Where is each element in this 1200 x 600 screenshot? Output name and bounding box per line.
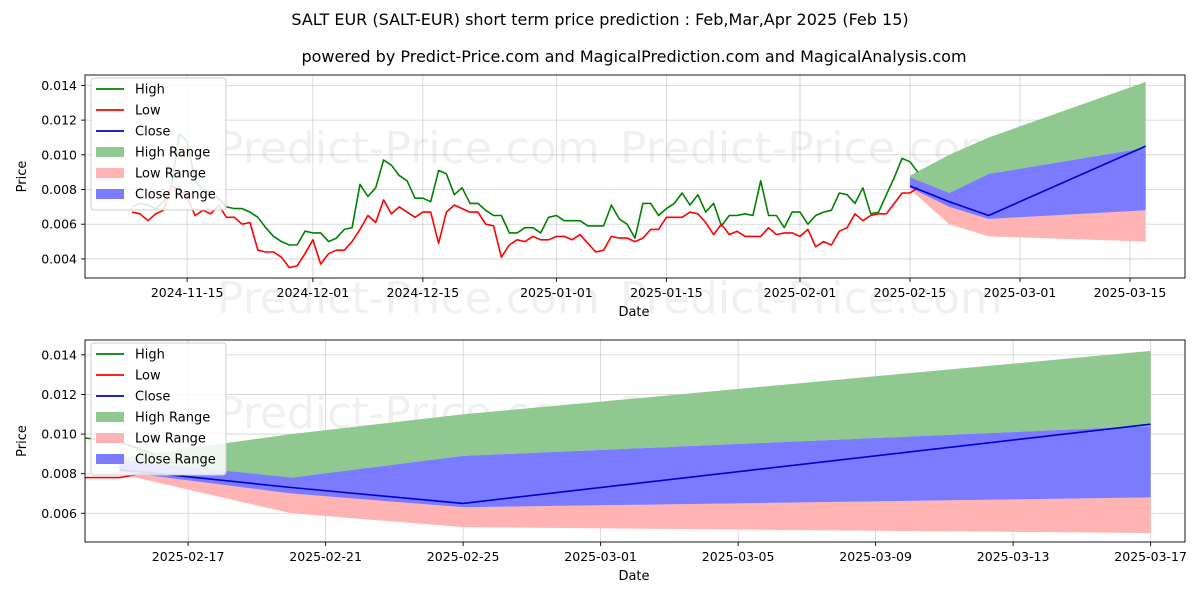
legend-label: High — [135, 348, 165, 363]
legend: High Low Close High Range Low Range Close Ran… — [90, 77, 227, 211]
high-range-band — [910, 81, 1146, 193]
x-tick-label: 2025-02-15 — [874, 285, 947, 300]
y-tick-label: 0.008 — [41, 466, 77, 481]
watermark-text: Predict-Price.com — [217, 273, 600, 324]
legend: High Low Close High Range Low Range Close Ran… — [90, 342, 227, 476]
x-axis-label: Date — [618, 569, 649, 584]
y-tick-label: 0.010 — [41, 147, 77, 162]
x-tick-label: 2024-12-15 — [387, 285, 460, 300]
y-axis-label: Price — [15, 425, 30, 457]
legend-high-range-swatch — [96, 147, 124, 157]
axes-frame — [84, 339, 1186, 543]
low-series-line — [131, 185, 919, 269]
x-tick-label: 2025-03-05 — [702, 549, 775, 564]
legend-label: Low Range — [135, 432, 206, 447]
chart-subtitle: powered by Predict-Price.com and Magical… — [301, 47, 966, 66]
x-tick-label: 2025-03-09 — [839, 549, 912, 564]
legend-box — [90, 77, 227, 211]
x-tick-label: 2025-02-21 — [289, 549, 362, 564]
close-range-band — [119, 426, 1151, 508]
y-tick-label: 0.014 — [41, 78, 77, 93]
close-forecast-line — [909, 145, 1147, 217]
y-tick-label: 0.010 — [41, 427, 77, 442]
legend-label: Close — [135, 125, 170, 140]
legend-low-range-swatch — [96, 168, 124, 178]
legend-label: Low — [135, 369, 161, 384]
plot-area — [131, 81, 1147, 269]
legend-label: Close Range — [135, 453, 216, 468]
watermark-text: Predict-Price.com — [620, 273, 1003, 324]
y-tick-label: 0.012 — [41, 387, 77, 402]
top-chart-panel: Predict-Price.com Predict-Price.com Predic… — [15, 74, 1186, 324]
legend-label: Low Range — [135, 167, 206, 182]
low-range-band — [910, 187, 1146, 242]
y-axis-label: Price — [15, 161, 30, 193]
legend-label: Close Range — [135, 188, 216, 203]
watermark-text: Predict-Price.com — [217, 123, 600, 174]
y-tick-label: 0.004 — [41, 251, 77, 266]
x-tick-label: 2025-01-01 — [520, 285, 593, 300]
legend-label: Close — [135, 390, 170, 405]
plot-area — [85, 350, 1151, 534]
high-series-line — [131, 133, 919, 246]
low-range-band — [119, 471, 1151, 534]
chart-title: SALT EUR (SALT-EUR) short term price pre… — [291, 10, 908, 29]
legend-box — [90, 342, 227, 476]
y-tick-label: 0.006 — [41, 506, 77, 521]
close-range-band — [910, 147, 1146, 219]
high-range-band — [119, 350, 1151, 478]
y-tick-label: 0.014 — [41, 347, 77, 362]
bottom-chart-panel: Predict-Price.comPredict-Price.com2025-0… — [15, 339, 1187, 584]
x-tick-label: 2024-12-01 — [277, 285, 350, 300]
x-tick-label: 2025-03-17 — [1114, 549, 1187, 564]
close-forecast-line — [119, 423, 1151, 505]
x-tick-label: 2025-02-25 — [427, 549, 500, 564]
y-tick-label: 0.012 — [41, 113, 77, 128]
legend-label: High — [135, 83, 165, 98]
x-tick-label: 2025-03-13 — [977, 549, 1050, 564]
axes-frame — [84, 74, 1186, 279]
x-axis-label: Date — [618, 305, 649, 320]
y-tick-label: 0.006 — [41, 217, 77, 232]
legend-high-range-swatch — [96, 412, 124, 422]
x-tick-label: 2025-03-15 — [1094, 285, 1167, 300]
legend-label: Low — [135, 104, 161, 119]
legend-label: High Range — [135, 146, 210, 161]
y-tick-label: 0.008 — [41, 182, 77, 197]
x-tick-label: 2025-01-15 — [630, 285, 703, 300]
legend-label: High Range — [135, 411, 210, 426]
legend-close-range-swatch — [96, 454, 124, 464]
x-tick-label: 2025-03-01 — [984, 285, 1057, 300]
x-tick-label: 2024-11-15 — [151, 285, 224, 300]
x-tick-label: 2025-03-01 — [564, 549, 637, 564]
x-tick-label: 2025-02-01 — [764, 285, 837, 300]
x-tick-label: 2025-02-17 — [152, 549, 225, 564]
legend-low-range-swatch — [96, 433, 124, 443]
legend-close-range-swatch — [96, 189, 124, 199]
